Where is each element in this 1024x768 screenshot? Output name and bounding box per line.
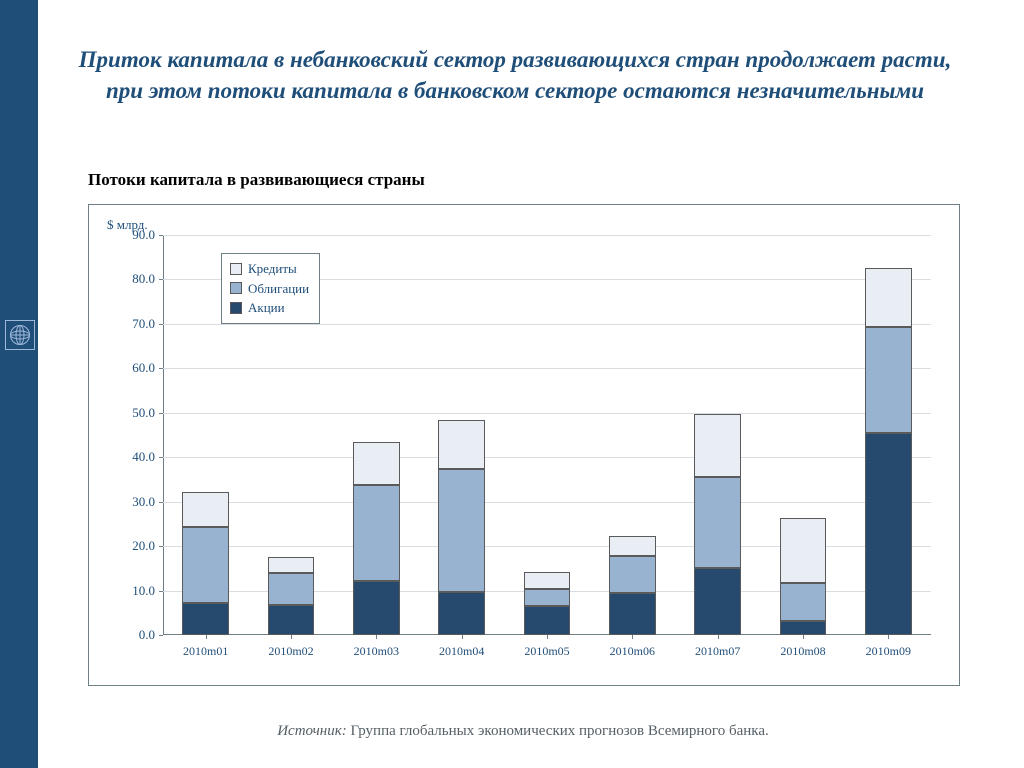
x-axis-label: 2010m05 (524, 644, 569, 659)
grid-line (163, 413, 931, 414)
legend-swatch-icon (230, 282, 242, 294)
y-tick (159, 457, 163, 458)
bar-segment-credits (268, 557, 315, 573)
bar-segment-bonds (268, 573, 315, 605)
y-tick (159, 235, 163, 236)
legend-item-credits: Кредиты (230, 259, 309, 279)
grid-line (163, 324, 931, 325)
bar-segment-equity (780, 621, 827, 635)
bar-segment-credits (865, 268, 912, 327)
grid-line (163, 368, 931, 369)
y-tick (159, 368, 163, 369)
bar-segment-bonds (353, 485, 400, 581)
y-tick (159, 413, 163, 414)
y-tick (159, 502, 163, 503)
bar-segment-credits (694, 414, 741, 477)
bar-segment-bonds (694, 477, 741, 568)
bar-segment-equity (438, 592, 485, 635)
y-tick (159, 279, 163, 280)
slide-title: Приток капитала в небанковский сектор ра… (75, 44, 955, 106)
x-tick (632, 635, 633, 639)
bar-segment-equity (182, 603, 229, 635)
legend-label: Облигации (248, 279, 309, 299)
bar-segment-credits (780, 518, 827, 582)
legend-item-bonds: Облигации (230, 279, 309, 299)
legend-item-equity: Акции (230, 298, 309, 318)
x-axis-label: 2010m07 (695, 644, 740, 659)
legend-label: Акции (248, 298, 285, 318)
x-tick (291, 635, 292, 639)
y-axis-label: 90.0 (111, 227, 155, 243)
grid-line (163, 457, 931, 458)
x-tick (206, 635, 207, 639)
chart-frame: $ млрд. 0.010.020.030.040.050.060.070.08… (88, 204, 960, 686)
x-axis-label: 2010m08 (780, 644, 825, 659)
legend: КредитыОблигацииАкции (221, 253, 320, 324)
bar-segment-equity (353, 581, 400, 635)
legend-label: Кредиты (248, 259, 297, 279)
bar-segment-bonds (524, 589, 571, 606)
bar-segment-equity (524, 606, 571, 635)
bar-segment-bonds (780, 583, 827, 621)
x-axis-label: 2010m04 (439, 644, 484, 659)
source-label: Источник: (277, 723, 347, 739)
x-tick (718, 635, 719, 639)
bar-segment-bonds (182, 527, 229, 603)
y-axis (163, 235, 164, 635)
bar-segment-credits (182, 492, 229, 527)
bar-segment-credits (438, 420, 485, 469)
x-axis-label: 2010m01 (183, 644, 228, 659)
bar-segment-equity (865, 433, 912, 635)
bar-segment-equity (694, 568, 741, 635)
bar-segment-bonds (609, 556, 656, 593)
y-tick (159, 635, 163, 636)
bar-segment-bonds (865, 327, 912, 433)
bar-segment-equity (268, 605, 315, 635)
bar-segment-bonds (438, 469, 485, 593)
y-axis-label: 50.0 (111, 405, 155, 421)
x-tick (376, 635, 377, 639)
bar-segment-credits (353, 442, 400, 486)
world-bank-logo-icon (5, 320, 35, 350)
y-axis-label: 10.0 (111, 583, 155, 599)
x-tick (462, 635, 463, 639)
grid-line (163, 235, 931, 236)
x-tick (888, 635, 889, 639)
y-tick (159, 324, 163, 325)
sidebar-stripe (0, 0, 38, 768)
source-text: Группа глобальных экономических прогнозо… (347, 723, 769, 739)
legend-swatch-icon (230, 263, 242, 275)
chart-subtitle: Потоки капитала в развивающиеся страны (88, 170, 425, 190)
y-axis-label: 40.0 (111, 449, 155, 465)
x-tick (547, 635, 548, 639)
x-axis-label: 2010m03 (354, 644, 399, 659)
y-axis-label: 60.0 (111, 360, 155, 376)
y-axis-label: 80.0 (111, 271, 155, 287)
y-tick (159, 591, 163, 592)
bar-segment-credits (609, 536, 656, 556)
x-axis-label: 2010m02 (268, 644, 313, 659)
x-axis-label: 2010m09 (866, 644, 911, 659)
chart-plot-area: 0.010.020.030.040.050.060.070.080.090.02… (163, 235, 931, 635)
y-tick (159, 546, 163, 547)
bar-segment-equity (609, 593, 656, 635)
y-axis-label: 30.0 (111, 494, 155, 510)
grid-line (163, 502, 931, 503)
x-tick (803, 635, 804, 639)
y-axis-label: 0.0 (111, 627, 155, 643)
bar-segment-credits (524, 572, 571, 589)
slide: { "title": "Приток капитала в небанковск… (0, 0, 1024, 768)
source-note: Источник: Группа глобальных экономически… (88, 723, 958, 740)
y-axis-label: 20.0 (111, 538, 155, 554)
y-axis-label: 70.0 (111, 316, 155, 332)
x-axis-label: 2010m06 (610, 644, 655, 659)
legend-swatch-icon (230, 302, 242, 314)
